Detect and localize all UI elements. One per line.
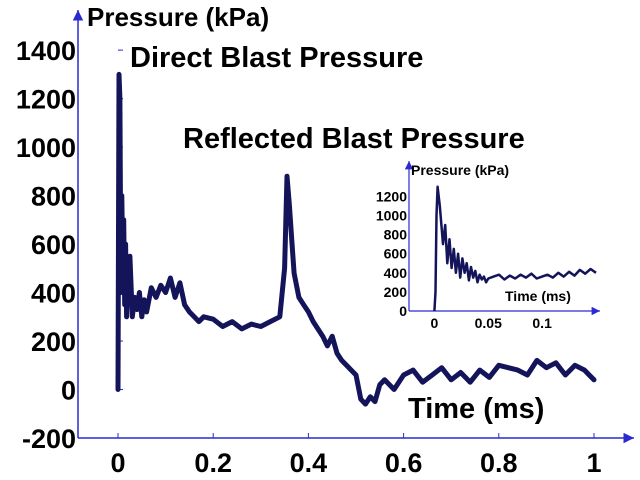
inset-y-tick-label: 1200 — [376, 188, 407, 204]
inset-y-tick-label: 600 — [384, 246, 408, 262]
main-y-tick-label: 1400 — [16, 36, 76, 66]
main-y-tick-label: 600 — [31, 230, 76, 260]
inset-y-tick-label: 200 — [384, 284, 408, 300]
main-x-tick-label: 0.2 — [194, 448, 232, 478]
main-x-tick-labels: 0 0.2 0.4 0.6 0.8 1 — [110, 448, 601, 478]
inset-y-tick-labels: 0 200 400 600 800 1000 1200 — [376, 188, 407, 319]
main-y-tick-labels: -200 0 200 400 600 800 1000 1200 1400 — [16, 36, 76, 454]
inset-ylabel: Pressure (kPa) — [411, 162, 509, 178]
main-x-tick-label: 0.6 — [385, 448, 423, 478]
inset-x-tick-label: 0.05 — [475, 315, 502, 331]
annotation-direct-blast: Direct Blast Pressure — [130, 42, 423, 74]
inset-x-tick-labels: 0 0.05 0.1 — [430, 315, 552, 331]
main-y-tick-label: 1000 — [16, 133, 76, 163]
main-y-tick-label: 200 — [31, 327, 76, 357]
main-y-tick-label: 1200 — [16, 85, 76, 115]
main-x-tick-label: 0 — [110, 448, 125, 478]
inset-x-tick-label: 0.1 — [532, 315, 552, 331]
main-y-tick-label: 0 — [61, 376, 76, 406]
main-x-tick-label: 1 — [586, 448, 601, 478]
inset-y-tick-label: 800 — [384, 227, 408, 243]
inset-x-tick-label: 0 — [430, 315, 438, 331]
main-y-tick-label: -200 — [22, 424, 76, 454]
main-ylabel: Pressure (kPa) — [87, 2, 269, 32]
inset-xlabel: Time (ms) — [505, 288, 571, 304]
inset-y-tick-label: 0 — [399, 303, 407, 319]
main-y-tick-label: 400 — [31, 279, 76, 309]
main-xlabel: Time (ms) — [408, 393, 544, 425]
main-y-tick-label: 800 — [31, 182, 76, 212]
inset-chart: 0 200 400 600 800 1000 1200 0 0.05 0.1 Pressure … — [360, 158, 604, 331]
main-x-tick-label: 0.8 — [480, 448, 518, 478]
main-x-tick-label: 0.4 — [290, 448, 328, 478]
annotation-reflected-blast: Reflected Blast Pressure — [183, 123, 525, 155]
inset-background — [360, 158, 604, 318]
main-series-line — [115, 71, 597, 407]
inset-series-line — [433, 185, 597, 312]
inset-y-tick-label: 400 — [384, 265, 408, 281]
inset-y-tick-label: 1000 — [376, 207, 407, 223]
